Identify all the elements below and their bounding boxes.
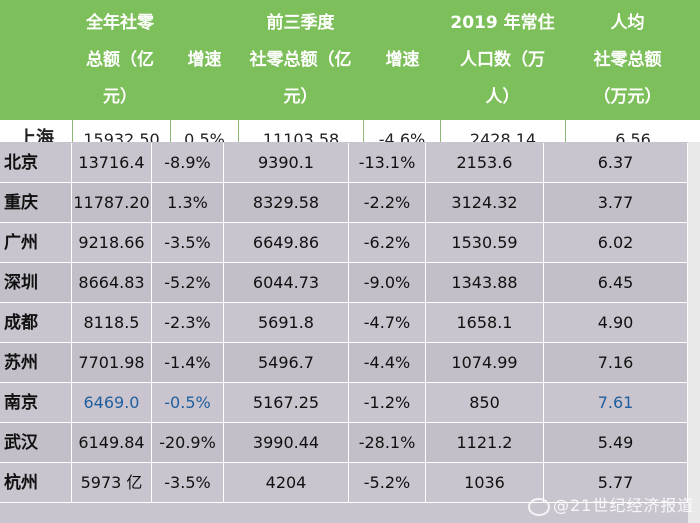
per-capita: 6.37 [544, 143, 688, 183]
annual-growth: -20.9% [152, 423, 224, 463]
city-name: 成都 [0, 303, 72, 343]
annual-total: 7701.98 [72, 343, 152, 383]
header-text: 人均 [610, 12, 645, 33]
q3-growth: -1.2% [349, 383, 426, 423]
city-name: 苏州 [0, 343, 72, 383]
table-row: 重庆 11787.20 1.3% 8329.58 -2.2% 3124.32 3.77 [0, 183, 688, 223]
header-q3-total: 前三季度 社零总额（亿 元） [238, 0, 363, 120]
q3-total: 5691.8 [224, 303, 349, 343]
header-text: 前三季度 [266, 12, 335, 33]
per-capita: 6.02 [544, 223, 688, 263]
header-text: （万元） [593, 87, 662, 108]
annual-growth: -2.3% [152, 303, 224, 343]
population: 1036 [426, 463, 544, 503]
header-per-capita: 人均 社零总额 （万元） [565, 0, 690, 120]
table-row: 南京 6469.0 -0.5% 5167.25 -1.2% 850 7.61 [0, 383, 688, 423]
population: 1530.59 [426, 223, 544, 263]
annual-total: 6149.84 [72, 423, 152, 463]
q3-total: 4204 [224, 463, 349, 503]
header-growth-q3: 增速 [365, 0, 440, 120]
q3-total: 3990.44 [224, 423, 349, 463]
table-row: 广州 9218.66 -3.5% 6649.86 -6.2% 1530.59 6.02 [0, 223, 688, 263]
q3-growth: -6.2% [349, 223, 426, 263]
annual-growth: -5.2% [152, 263, 224, 303]
per-capita: 5.49 [544, 423, 688, 463]
q3-total: 6649.86 [224, 223, 349, 263]
annual-growth: -3.5% [152, 223, 224, 263]
header-text: 社零总额（亿 [249, 49, 352, 70]
annual-growth: -3.5% [152, 463, 224, 503]
header-text: 人） [485, 87, 520, 108]
q3-growth: -2.2% [349, 183, 426, 223]
header-text: 全年社零 [86, 12, 154, 33]
q3-growth: -13.1% [349, 143, 426, 183]
per-capita: 7.16 [544, 343, 688, 383]
watermark: @21世纪经济报道 [528, 494, 694, 518]
table-row: 武汉 6149.84 -20.9% 3990.44 -28.1% 1121.2 5.49 [0, 423, 688, 463]
per-capita: 4.90 [544, 303, 688, 343]
city-name: 南京 [0, 383, 72, 423]
table-row: 北京 13716.4 -8.9% 9390.1 -13.1% 2153.6 6.37 [0, 143, 688, 183]
population: 3124.32 [426, 183, 544, 223]
header-text: 增速 [187, 50, 222, 70]
annual-total: 8664.83 [72, 263, 152, 303]
q3-growth: -28.1% [349, 423, 426, 463]
header-text: 总额（亿 [86, 49, 154, 70]
per-capita: 3.77 [544, 183, 688, 223]
per-capita: 5.77 [544, 463, 688, 503]
header-text: 2019 年常住 [450, 12, 555, 33]
annual-growth: -8.9% [152, 143, 224, 183]
data-table: 北京 13716.4 -8.9% 9390.1 -13.1% 2153.6 6.37 重庆 11… [0, 142, 688, 523]
table-row: 成都 8118.5 -2.3% 5691.8 -4.7% 1658.1 4.90 [0, 303, 688, 343]
header-text: 增速 [385, 50, 420, 70]
population: 1343.88 [426, 263, 544, 303]
annual-growth: -1.4% [152, 343, 224, 383]
population: 1121.2 [426, 423, 544, 463]
watermark-text: @21世纪经济报道 [553, 496, 695, 515]
header-growth-annual: 增速 [172, 0, 237, 120]
annual-total: 5973 亿 [72, 463, 152, 503]
annual-total: 8118.5 [72, 303, 152, 343]
q3-growth: -4.7% [349, 303, 426, 343]
weibo-icon [528, 497, 550, 516]
q3-total: 8329.58 [224, 183, 349, 223]
city-name: 上海 [18, 128, 54, 146]
per-capita: 7.61 [544, 383, 688, 423]
city-name: 杭州 [0, 463, 72, 503]
q3-total: 5167.25 [224, 383, 349, 423]
population: 2153.6 [426, 143, 544, 183]
city-name: 深圳 [0, 263, 72, 303]
page-edge [688, 142, 700, 523]
header-text: 社零总额 [593, 49, 662, 70]
header-text: 人口数（万 [460, 49, 545, 70]
header-population: 2019 年常住 人口数（万 人） [440, 0, 565, 120]
header-annual-total: 全年社零 总额（亿 元） [70, 0, 170, 120]
city-name: 重庆 [0, 183, 72, 223]
table-row: 杭州 5973 亿 -3.5% 4204 -5.2% 1036 5.77 [0, 463, 688, 503]
annual-total: 9218.66 [72, 223, 152, 263]
population: 1658.1 [426, 303, 544, 343]
annual-total: 6469.0 [72, 383, 152, 423]
city-name: 武汉 [0, 423, 72, 463]
population: 1074.99 [426, 343, 544, 383]
q3-growth: -9.0% [349, 263, 426, 303]
q3-growth: -4.4% [349, 343, 426, 383]
table-row: 深圳 8664.83 -5.2% 6044.73 -9.0% 1343.88 6.45 [0, 263, 688, 303]
q3-total: 9390.1 [224, 143, 349, 183]
header-text: 元） [103, 87, 137, 108]
annual-growth: 1.3% [152, 183, 224, 223]
per-capita: 6.45 [544, 263, 688, 303]
annual-total: 11787.20 [72, 183, 152, 223]
table-header: 全年社零 总额（亿 元） 增速 前三季度 社零总额（亿 元） 增速 2019 年… [0, 0, 700, 120]
city-name: 广州 [0, 223, 72, 263]
header-text: 元） [283, 87, 318, 108]
population: 850 [426, 383, 544, 423]
annual-growth: -0.5% [152, 383, 224, 423]
table-row: 苏州 7701.98 -1.4% 5496.7 -4.4% 1074.99 7.16 [0, 343, 688, 383]
q3-total: 6044.73 [224, 263, 349, 303]
q3-growth: -5.2% [349, 463, 426, 503]
q3-total: 5496.7 [224, 343, 349, 383]
city-name: 北京 [0, 143, 72, 183]
annual-total: 13716.4 [72, 143, 152, 183]
